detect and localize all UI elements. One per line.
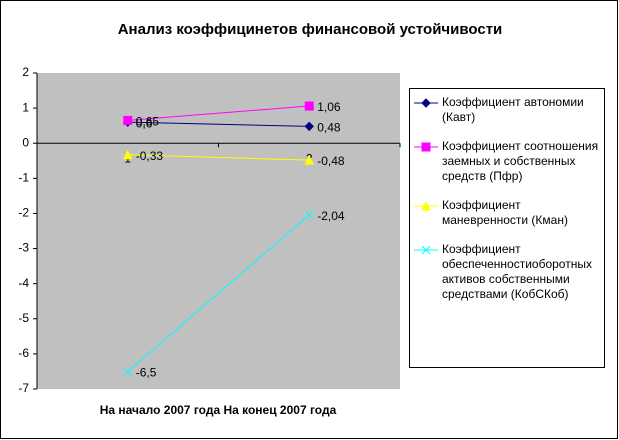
y-tick-label: -5 — [18, 311, 29, 325]
series-line — [127, 154, 310, 161]
data-label: -2,04 — [317, 209, 345, 223]
y-tick-label: -3 — [18, 241, 29, 255]
legend-marker — [414, 245, 438, 255]
legend-item: Коэффициент соотношения заемных и собств… — [414, 139, 600, 184]
legend-item: Коэффициент автономии (Кавт) — [414, 95, 600, 125]
legend: Коэффициент автономии (Кавт) Коэффициент … — [409, 88, 605, 368]
legend-item: Коэффициент обеспеченностиоборотных акти… — [414, 242, 600, 302]
data-label: -6,5 — [136, 366, 157, 380]
y-tick-label: -4 — [18, 276, 29, 290]
data-label: -0,33 — [136, 149, 164, 163]
legend-symbol — [421, 245, 431, 255]
y-tick-label: -1 — [18, 171, 29, 185]
data-point — [304, 121, 314, 132]
y-tick-label: -2 — [18, 206, 29, 220]
x-axis-title: На начало 2007 года На конец 2007 года — [100, 403, 337, 417]
legend-label: Коэффициент соотношения заемных и собств… — [442, 139, 599, 183]
series-line — [127, 214, 310, 372]
y-tick-label: 0 — [22, 135, 29, 149]
data-point — [304, 210, 314, 220]
data-point — [122, 149, 133, 160]
legend-symbol — [421, 200, 431, 211]
chart-title: Анализ коэффицинетов финансовой устойчив… — [118, 21, 503, 38]
data-point — [123, 115, 133, 125]
series-line — [127, 121, 310, 127]
data-point — [304, 154, 315, 165]
legend-marker — [414, 98, 438, 108]
plot-area — [37, 73, 400, 389]
data-label: -0,48 — [317, 154, 345, 168]
legend-label: Коэффициент обеспеченностиоборотных акти… — [442, 242, 592, 301]
data-point — [304, 101, 314, 111]
legend-symbol — [421, 142, 431, 152]
y-tick-label: 1 — [22, 100, 29, 114]
legend-label: Коэффициент маневренности (Кман) — [442, 198, 568, 227]
series-line — [127, 105, 310, 121]
y-tick-label: 2 — [22, 65, 29, 79]
y-tick-label: -7 — [18, 381, 29, 395]
y-tick-label: -6 — [18, 346, 29, 360]
legend-label: Коэффициент автономии (Кавт) — [442, 95, 584, 124]
data-point — [123, 367, 133, 376]
legend-marker — [414, 200, 438, 211]
data-label: 0,48 — [317, 121, 341, 135]
legend-marker — [414, 142, 438, 152]
data-label: 0,65 — [136, 115, 160, 129]
data-label: 1,06 — [317, 100, 341, 114]
legend-item: Коэффициент маневренности (Кман) — [414, 198, 600, 228]
legend-symbol — [421, 98, 431, 108]
